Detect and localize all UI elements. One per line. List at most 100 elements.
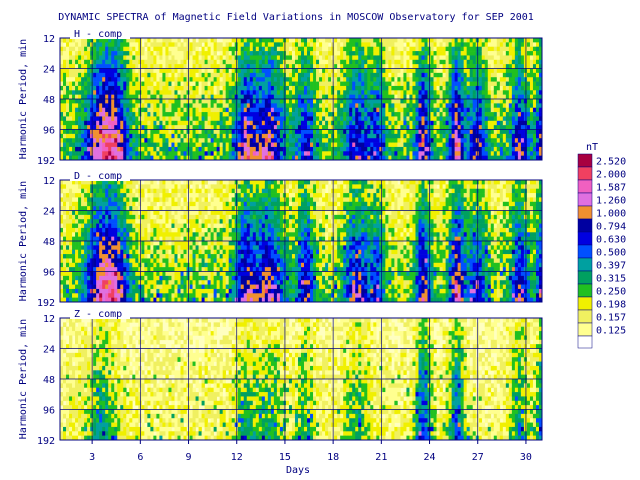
spectrum-cell [297,68,302,74]
spectrum-cell [412,59,416,65]
spectrum-cell [204,90,208,95]
spectrum-cell [337,68,341,74]
spectrum-cell [162,129,166,135]
spectrum-cell [448,81,452,87]
spectrum-cell [376,38,380,43]
spectrum-cell [415,77,419,82]
spectrum-cell [430,55,434,61]
spectrum-cell [448,42,452,48]
spectrum-cell [394,85,398,91]
spectrum-cell [370,155,374,161]
spectrum-cell [78,103,82,109]
spectrum-cell [216,142,220,148]
spectrum-cell [316,112,320,117]
spectrum-cell [397,112,401,117]
spectrum-cell [81,249,85,255]
spectrum-cell [240,72,245,78]
spectrum-cell [189,146,193,152]
spectrum-cell [499,64,504,69]
spectrum-cell [69,81,73,87]
spectrum-cell [484,81,489,87]
spectrum-cell [75,267,79,272]
spectrum-cell [316,42,320,48]
spectrum-cell [349,42,353,48]
spectrum-cell [156,77,160,82]
y-tick-label: 96 [43,126,55,137]
spectrum-cell [60,280,64,285]
spectrum-cell [307,90,311,95]
spectrum-cell [373,120,377,126]
spectrum-cell [105,68,109,74]
spectrum-cell [520,112,525,117]
spectrum-cell [261,146,266,152]
spectrum-cell [310,68,314,74]
spectrum-cell [84,275,88,281]
spectrum-cell [358,107,362,113]
spectrum-cell [153,85,157,91]
spectrum-cell [382,59,386,65]
spectrum-cell [394,120,398,126]
spectrum-cell [129,125,133,130]
spectrum-cell [424,77,428,82]
spectrum-cell [162,116,166,122]
spectrum-cell [445,81,449,87]
spectrum-cell [99,249,103,255]
spectrum-cell [505,94,510,100]
spectrum-cell [99,210,103,216]
spectrum-cell [529,99,534,104]
spectrum-cell [105,245,109,251]
spectrum-cell [451,103,455,109]
spectrum-cell [81,116,85,122]
spectrum-cell [81,133,85,139]
spectrum-cell [523,72,528,78]
spectrum-cell [63,133,67,139]
spectrum-cell [96,116,100,122]
spectrum-cell [291,142,296,148]
spectrum-cell [135,59,139,65]
spectrum-cell [276,64,281,69]
spectrum-cell [189,85,193,91]
spectrum-cell [132,99,136,104]
spectrum-cell [370,138,374,143]
spectrum-cell [337,94,341,100]
spectrum-cell [502,125,507,130]
spectrum-cell [523,99,528,104]
spectrum-cell [502,90,507,95]
spectrum-cell [252,59,257,65]
spectrum-cell [81,193,85,198]
spectrum-cell [478,99,483,104]
spectrum-cell [105,267,109,272]
spectrum-cell [168,151,172,156]
spectrum-cell [84,55,88,61]
spectrum-cell [69,42,73,48]
spectrum-cell [240,103,245,109]
spectrum-cell [264,72,269,78]
spectrum-cell [538,120,543,126]
spectrum-cell [285,72,290,78]
spectrum-cell [249,146,254,152]
spectrum-cell [493,85,498,91]
spectrum-cell [261,46,266,52]
spectrum-cell [367,94,371,100]
spectrum-cell [108,112,112,117]
spectrum-cell [252,103,257,109]
spectrum-cell [448,125,452,130]
spectrum-cell [75,125,79,130]
spectrum-cell [382,46,386,52]
spectrum-cell [481,64,486,69]
spectrum-cell [442,51,446,56]
spectrum-cell [535,120,540,126]
spectrum-cell [448,142,452,148]
spectrum-cell [445,116,449,122]
spectrum-cell [162,155,166,161]
spectrum-cell [75,68,79,74]
spectrum-cell [511,81,516,87]
spectrum-cell [105,227,109,233]
spectrum-cell [171,142,175,148]
spectrum-cell [150,90,154,95]
spectrum-cell [138,85,142,91]
spectrum-cell [96,155,100,161]
spectrum-cell [322,142,326,148]
spectrum-cell [132,116,136,122]
spectrum-cell [84,129,88,135]
